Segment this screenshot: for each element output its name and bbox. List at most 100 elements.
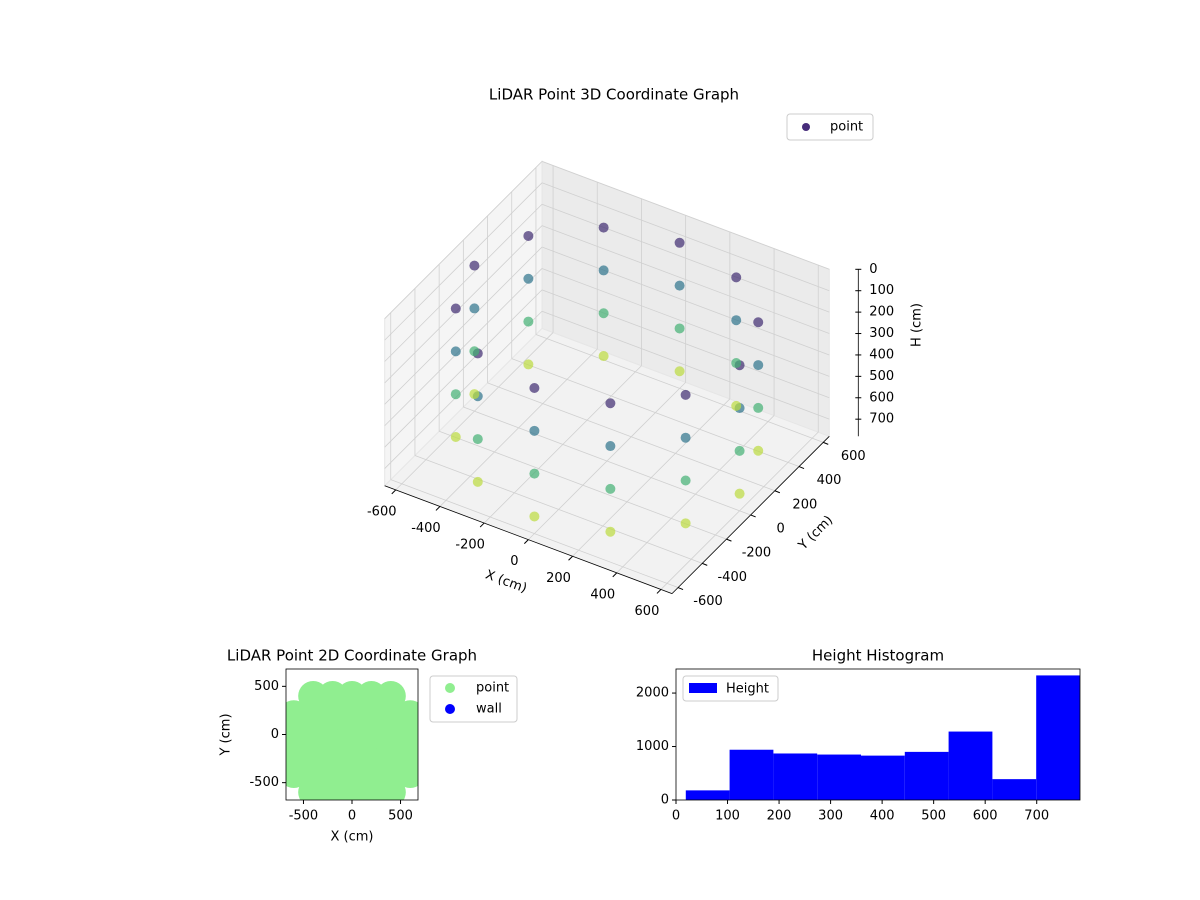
point: [731, 358, 742, 369]
grid-line: [414, 455, 703, 564]
grid-line: [541, 246, 830, 356]
grid-line: [487, 382, 775, 492]
legend-marker: [445, 683, 455, 693]
point: [523, 316, 534, 327]
x-tick-label: 0: [348, 809, 356, 824]
x-tick-label: 200: [767, 809, 792, 824]
grid-line: [541, 289, 830, 399]
z-axis-label: H (cm): [910, 303, 925, 347]
grid-line: [384, 289, 543, 448]
x-tick-label: 500: [921, 809, 946, 824]
y-tick-label: -500: [249, 775, 279, 790]
point: [734, 488, 745, 499]
x-tick-label: 300: [818, 809, 843, 824]
x-tick: [523, 539, 529, 545]
x-tick-label: 700: [1024, 809, 1049, 824]
grid-line: [384, 268, 543, 427]
y-axis-label: Y (cm): [219, 713, 234, 756]
point: [469, 303, 480, 314]
axis-line: [671, 436, 830, 594]
y-tick-label: 400: [817, 473, 842, 488]
z-tick-label: 100: [869, 283, 894, 298]
bar: [948, 731, 993, 800]
point: [375, 680, 406, 711]
y-tick-label: 1000: [636, 739, 669, 754]
bar: [904, 751, 949, 800]
legend-label: point: [830, 120, 863, 135]
y-tick-label: 200: [792, 497, 817, 512]
bar: [729, 749, 774, 800]
legend-box: [786, 113, 874, 141]
point: [598, 351, 609, 362]
y-tick: [750, 514, 756, 518]
point: [680, 475, 691, 486]
point: [753, 402, 764, 413]
x-tick: [479, 522, 485, 528]
point: [680, 518, 691, 529]
point: [395, 700, 418, 731]
y-tick: [798, 466, 805, 470]
x-tick: [435, 506, 441, 511]
grid-line: [541, 225, 830, 334]
y-axis-label: Y (cm): [795, 513, 836, 554]
axes-frame: [675, 668, 1081, 801]
point: [605, 526, 616, 537]
x-tick-label: 0: [510, 554, 518, 569]
point: [605, 483, 616, 494]
point: [674, 237, 685, 248]
y-tick-label: -600: [693, 594, 723, 609]
grid-line: [384, 161, 543, 319]
x-axis-label: X (cm): [331, 830, 374, 845]
x-tick-label: 0: [672, 809, 680, 824]
point: [523, 273, 534, 284]
point: [529, 425, 540, 436]
x-tick-label: -400: [411, 521, 441, 536]
z-tick-label: 600: [869, 390, 894, 405]
point: [529, 511, 540, 522]
z-tick-label: 500: [869, 369, 894, 384]
legend-marker: [445, 704, 455, 714]
point: [674, 323, 685, 334]
x-tick-label: 600: [635, 604, 660, 619]
x-tick: [656, 589, 662, 594]
y-tick-label: 600: [841, 449, 866, 464]
point: [753, 317, 764, 328]
point: [753, 445, 764, 456]
point: [450, 303, 461, 314]
grid-line: [511, 358, 800, 467]
point: [450, 389, 461, 400]
x-tick-label: 600: [973, 809, 998, 824]
grid-line: [535, 334, 824, 443]
x-tick: [612, 572, 618, 578]
point: [674, 280, 685, 291]
axis-line: [384, 485, 673, 594]
bar: [860, 755, 905, 800]
z-tick-label: 200: [869, 305, 894, 320]
y-tick-label: 0: [777, 521, 785, 536]
y-tick: [774, 490, 781, 494]
x-tick-label: 500: [388, 809, 413, 824]
point: [734, 445, 745, 456]
bar: [817, 754, 861, 800]
z-tick-label: 400: [869, 347, 894, 362]
x-tick: [391, 489, 397, 495]
y-tick: [726, 538, 732, 542]
legend-label: point: [476, 681, 509, 696]
grid-line: [541, 182, 830, 292]
point: [529, 468, 540, 479]
y-tick-label: 2000: [636, 686, 669, 701]
point: [605, 398, 616, 409]
point: [605, 441, 616, 452]
grid-line: [384, 310, 543, 469]
point: [523, 359, 534, 370]
z-tick-label: 300: [869, 326, 894, 341]
point: [731, 315, 742, 326]
x-tick-label: 400: [870, 809, 895, 824]
point: [680, 432, 691, 443]
chart-title: Height Histogram: [812, 647, 944, 665]
point: [469, 346, 480, 357]
x-tick-label: 100: [715, 809, 740, 824]
legend-patch: [689, 683, 717, 693]
point: [469, 389, 480, 400]
